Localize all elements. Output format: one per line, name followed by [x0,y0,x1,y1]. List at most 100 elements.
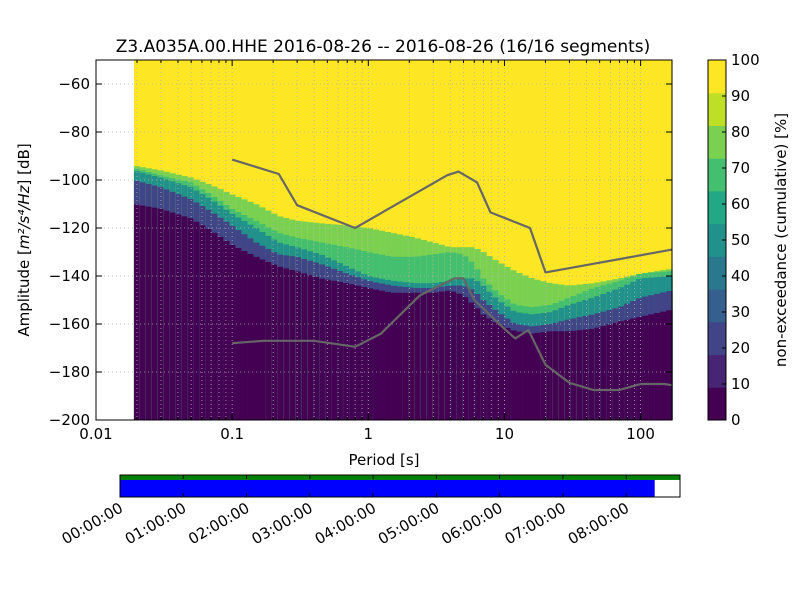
heatmap-cell [289,269,296,420]
colorbar-tick-label: 90 [731,87,750,105]
heatmap-cell [486,60,494,420]
heatmap-cell [660,311,667,420]
heatmap-cell [361,287,368,420]
heatmap-cell [408,292,416,420]
heatmap-cell [546,60,554,420]
heatmap-cell [576,60,583,420]
heatmap-cell [660,60,667,420]
heatmap-cell [450,291,458,420]
heatmap-cell [576,330,583,420]
heatmap-cell [438,60,446,420]
heatmap-cell [349,284,356,420]
heatmap-cell [618,321,625,420]
chart-title: Z3.A035A.00.HHE 2016-08-26 -- 2016-08-26… [116,37,651,57]
coverage-tick-label: 05:00:00 [375,499,442,548]
heatmap-cell [420,292,428,420]
heatmap-cell [492,322,500,420]
coverage-row-2 [120,479,655,497]
heatmap-cell [426,60,434,420]
heatmap-cell [630,318,637,420]
heatmap-cell [570,330,577,420]
x-axis-label: Period [s] [348,451,419,469]
heatmap-cell [468,302,476,420]
heatmap-cell [600,60,607,420]
heatmap-cell [271,264,279,420]
heatmap-cell [163,210,171,420]
heatmap-cell [391,292,398,420]
heatmap-cell [456,293,464,420]
heatmap-cell [642,315,649,420]
heatmap [133,60,673,420]
coverage-tick-label: 08:00:00 [565,499,632,548]
coverage-bar: 00:00:0001:00:0002:00:0003:00:0004:00:00… [59,474,681,548]
colorbar-tick-label: 0 [731,411,741,429]
heatmap-cell [564,331,571,420]
heatmap-cell [492,60,500,420]
heatmap-cell [558,331,565,420]
colorbar-tick-label: 30 [731,303,750,321]
colorbar-tick-label: 20 [731,339,750,357]
heatmap-cell [480,60,488,420]
grid-lines [96,60,672,421]
heatmap-cell [223,241,231,420]
y-tick-label: −200 [49,411,90,429]
heatmap-cell [145,206,153,420]
heatmap-cell [325,279,332,420]
colorbar-tick-label: 60 [731,195,750,213]
y-tick-label: −120 [49,219,90,237]
heatmap-cell [157,208,165,420]
coverage-tick-label: 03:00:00 [248,499,315,548]
heatmap-cell [373,289,380,420]
heatmap-cell [468,60,476,420]
heatmap-cell [552,60,560,420]
heatmap-cell [211,232,219,420]
heatmap-cell [588,329,595,420]
heatmap-cell [450,60,458,420]
heatmap-cell [456,60,464,420]
colorbar-label: non-exceedance (cumulative) [%] [772,113,790,367]
heatmap-cell [486,318,494,420]
heatmap-cell [277,266,285,420]
heatmap-cell [654,60,661,420]
heatmap-cell [516,60,524,420]
heatmap-cell [534,60,542,420]
y-tick-label: −140 [49,267,90,285]
heatmap-cell [594,60,601,420]
colorbar-segment [708,387,726,421]
heatmap-cell [402,292,410,420]
heatmap-cell [564,60,571,420]
heatmap-cell [552,331,560,420]
heatmap-cell [570,60,577,420]
heatmap-cell [462,60,470,420]
y-tick-label: −160 [49,315,90,333]
colorbar-segment [708,125,726,159]
heatmap-cell [606,60,613,420]
heatmap-cell [462,297,470,420]
heatmap-cell [612,322,619,420]
colorbar-segment [708,223,726,257]
coverage-tick-label: 00:00:00 [59,499,126,548]
y-tick-label: −80 [58,123,90,141]
heatmap-cell [241,251,249,420]
heatmap-cell [516,331,524,420]
heatmap-cell [319,278,326,420]
heatmap-cell [396,292,404,420]
coverage-tick-label: 06:00:00 [438,499,505,548]
heatmap-cell [379,290,386,420]
heatmap-cell [588,60,595,420]
heatmap-cell [444,60,452,420]
heatmap-cell [498,60,506,420]
heatmap-cell [259,259,267,420]
y-axis-label: Amplitude [m²/s⁴/Hz] [dB] [15,143,33,336]
heatmap-cell [528,333,536,420]
x-tick-label: 0.1 [220,425,244,443]
heatmap-cell [510,60,518,420]
heatmap-cell [480,314,488,420]
heatmap-cell [606,324,613,420]
colorbar-segment [708,354,726,388]
colorbar-segment [708,60,726,94]
heatmap-cell [283,268,290,420]
colorbar-tick-label: 100 [731,51,760,69]
y-tick-label: −100 [49,171,90,189]
colorbar-segment [708,289,726,323]
